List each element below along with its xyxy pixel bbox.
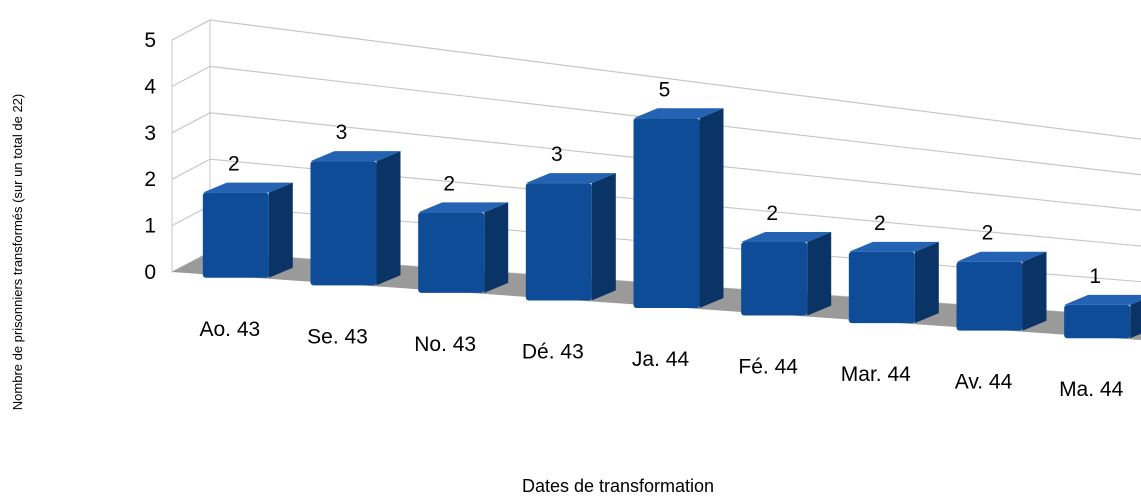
category-labels: Ao. 43 Se. 43 No. 43 Dé. 43 Ja. 44 Fé. 44 Mar.… xyxy=(199,318,1123,401)
bar-front xyxy=(525,183,592,301)
category-label: Dé. 43 xyxy=(522,340,584,363)
bar-front xyxy=(741,241,808,316)
bar xyxy=(1064,294,1141,339)
bar-side xyxy=(699,108,724,308)
bar-side xyxy=(376,151,401,286)
bar xyxy=(741,232,832,316)
category-label: Mar. 44 xyxy=(841,363,911,386)
bar-top xyxy=(202,182,293,193)
data-labels: 2 3 2 3 5 2 2 2 1 xyxy=(228,78,1101,288)
category-label: Av. 44 xyxy=(955,371,1013,394)
bar xyxy=(310,151,401,286)
gridline xyxy=(171,65,1141,176)
category-label: Ma. 44 xyxy=(1059,378,1124,401)
bar-top xyxy=(1064,294,1141,305)
bar-side xyxy=(1022,251,1047,331)
bar xyxy=(202,182,293,278)
bar-side xyxy=(268,182,293,278)
bar-front xyxy=(956,261,1023,331)
category-label: Ja. 44 xyxy=(632,348,690,371)
data-label: 1 xyxy=(1089,265,1101,288)
y-tick-label: 3 xyxy=(144,122,156,145)
bar xyxy=(525,173,616,301)
data-label: 3 xyxy=(336,121,348,144)
bar-front xyxy=(310,161,377,286)
y-tick-label: 1 xyxy=(144,215,156,238)
bar xyxy=(418,202,509,293)
bar-front xyxy=(633,118,700,308)
data-label: 5 xyxy=(659,78,671,101)
data-label: 3 xyxy=(551,143,563,166)
bar-top xyxy=(525,173,616,184)
bar xyxy=(956,251,1047,331)
gridline xyxy=(171,19,1141,140)
bar-top xyxy=(848,241,939,252)
bar-front xyxy=(418,212,485,293)
bar-front xyxy=(202,192,269,278)
bar-side xyxy=(914,241,939,324)
y-tick-label: 5 xyxy=(144,29,156,52)
y-tick-label: 4 xyxy=(144,75,156,98)
category-label: No. 43 xyxy=(414,333,476,356)
bar-top xyxy=(633,108,724,119)
y-tick-label: 2 xyxy=(144,168,156,191)
category-label: Se. 43 xyxy=(307,325,368,348)
bar-front xyxy=(1064,304,1131,339)
data-label: 2 xyxy=(228,153,240,176)
category-label: Fé. 44 xyxy=(738,356,798,379)
data-label: 2 xyxy=(766,202,778,225)
bar xyxy=(848,241,939,324)
bar-top xyxy=(310,151,401,162)
bar-top xyxy=(956,251,1047,262)
bar-top xyxy=(741,232,832,242)
category-label: Ao. 43 xyxy=(199,318,260,341)
data-label: 2 xyxy=(443,172,455,195)
data-label: 2 xyxy=(982,222,994,245)
bar-side xyxy=(807,232,832,316)
gridline xyxy=(171,158,1141,247)
y-axis-title: Nombre de prisonniers transformés (sur u… xyxy=(10,94,25,410)
bar-front xyxy=(848,251,915,324)
bar-side xyxy=(484,202,509,293)
bars xyxy=(202,108,1141,339)
y-tick-label: 0 xyxy=(144,261,156,284)
data-label: 2 xyxy=(874,212,886,235)
bar-side xyxy=(591,173,616,301)
bar-side xyxy=(1130,300,1141,339)
bar-top xyxy=(418,202,509,213)
y-axis-ticks: 0 1 2 3 4 5 xyxy=(144,29,156,284)
bar xyxy=(633,108,724,308)
gridline xyxy=(171,112,1141,212)
x-axis-title: Dates de transformation xyxy=(522,476,714,496)
